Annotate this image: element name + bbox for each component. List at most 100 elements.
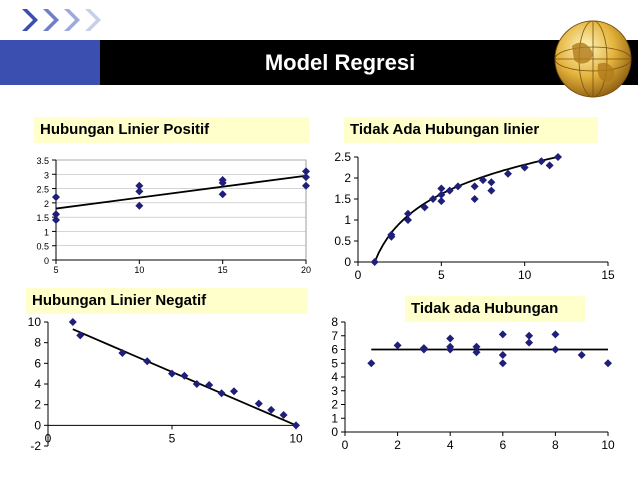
data-point [504,169,512,178]
data-point [218,178,227,187]
x-tick-label: 5 [438,268,445,282]
data-point [404,216,412,224]
data-point [302,167,310,176]
data-point [230,387,238,396]
y-tick-label: 0.5 [36,242,49,252]
y-tick-label: 5 [331,356,338,370]
y-tick-label: 1 [44,227,49,237]
y-tick-label: 3 [44,170,49,180]
x-tick-label: 0 [342,438,349,452]
x-tick-label: 10 [134,265,144,275]
y-tick-label: 0 [331,425,338,439]
y-tick-label: 3 [331,384,338,398]
data-point [604,359,612,368]
y-tick-label: 2.5 [36,185,49,195]
x-tick-label: 20 [301,265,311,275]
data-point [472,348,481,357]
data-point [525,331,534,340]
x-tick-label: 0 [355,268,362,282]
y-tick-label: 2 [44,199,49,209]
data-point [554,153,562,161]
x-tick-label: 2 [394,438,401,452]
data-point [180,371,189,380]
data-point [135,187,144,196]
trend-curve [373,156,559,263]
data-point [472,342,481,351]
y-tick-label: 1 [331,411,338,425]
y-tick-label: 10 [28,315,42,329]
data-point [367,359,376,368]
data-point [487,178,496,187]
y-tick-label: 0 [44,256,49,266]
trend-line [55,174,307,210]
data-point [446,334,455,343]
data-point [52,193,60,202]
data-point [76,331,85,340]
chevron-right-icon [85,9,101,31]
y-tick-label: 0 [344,255,351,269]
x-tick-label: 15 [601,268,615,282]
x-tick-label: 8 [552,438,559,452]
y-tick-label: 0.5 [334,234,351,248]
data-point [370,258,379,266]
data-point [429,195,437,203]
y-tick-label: 6 [331,343,338,357]
y-tick-label: 7 [331,329,338,343]
plot-frame [55,159,307,261]
x-tick-label: 10 [289,431,303,445]
x-tick-label: 10 [601,438,615,452]
data-point [205,381,214,390]
y-tick-label: 6 [34,356,41,370]
data-point [217,389,226,398]
data-point [135,201,144,210]
data-point [143,357,152,366]
data-point [520,163,529,172]
data-point [135,181,144,190]
data-point [52,216,60,224]
y-tick-label: 1 [344,213,351,227]
x-tick-label: 6 [499,438,506,452]
data-point [68,318,77,326]
data-point [525,338,534,347]
data-point [420,203,429,212]
chevron-right-icon [22,9,38,31]
data-point [419,344,428,353]
data-point [267,405,276,414]
y-tick-label: 0 [34,418,41,432]
y-tick-label: 3.5 [36,156,49,166]
y-tick-label: 1.5 [36,213,49,223]
y-tick-label: 8 [34,336,41,350]
data-point [302,181,310,190]
title-bar [0,40,638,85]
y-tick-label: 2 [331,398,338,412]
data-point [498,330,507,339]
data-point [470,182,479,191]
x-tick-label: 15 [218,265,228,275]
x-tick-label: 0 [45,431,52,445]
data-point [537,157,546,166]
data-point [168,369,176,378]
data-point [577,351,586,359]
data-point [445,186,454,195]
data-point [446,342,455,351]
y-tick-label: -2 [30,439,41,453]
data-point [292,421,300,430]
data-point [470,195,479,203]
data-point [479,176,487,185]
y-tick-label: 1.5 [334,192,351,206]
data-point [437,190,446,199]
y-tick-label: 2.5 [334,150,351,164]
data-point [118,349,127,357]
data-point [437,197,446,206]
chevron-right-icon [43,9,59,31]
data-point [551,345,560,354]
y-tick-label: 8 [331,315,338,329]
x-tick-label: 4 [447,438,454,452]
y-tick-label: 2 [34,398,41,412]
data-point [279,411,288,419]
y-tick-label: 2 [344,171,351,185]
chevron-right-icon [64,9,80,31]
x-tick-label: 5 [53,265,58,275]
data-point [192,380,201,388]
